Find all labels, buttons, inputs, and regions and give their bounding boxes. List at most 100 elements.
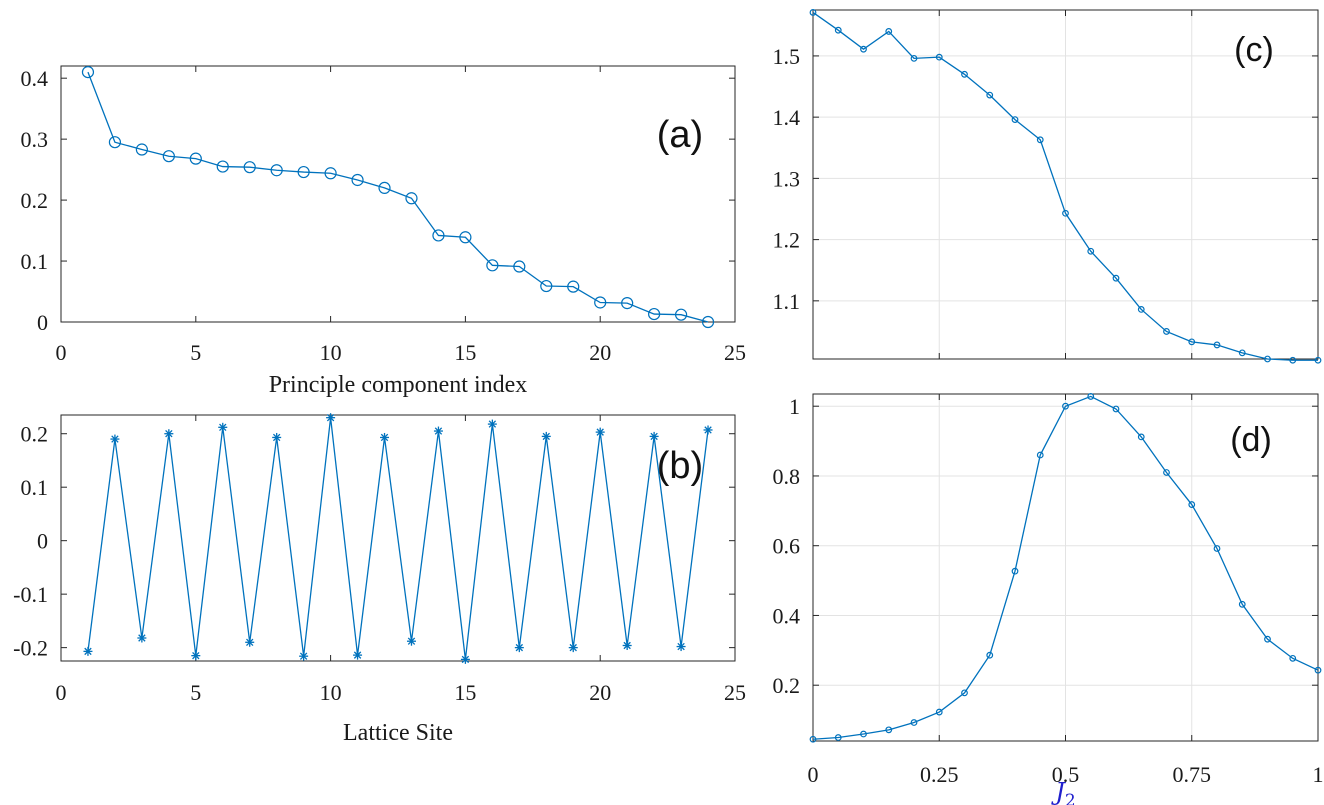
data-point — [433, 426, 443, 436]
x-tick-label: 15 — [454, 340, 476, 365]
data-point — [406, 636, 416, 646]
data-point — [1213, 545, 1221, 552]
y-tick-label: 0.2 — [21, 188, 49, 213]
data-point — [910, 54, 918, 62]
data-point — [378, 181, 391, 195]
data-point — [1289, 356, 1297, 364]
y-tick-label: 0.8 — [773, 464, 801, 489]
series-line — [87, 71, 709, 323]
data-point — [986, 651, 994, 659]
data-point — [1011, 567, 1019, 575]
data-point — [164, 429, 174, 439]
y-tick-label: 0.2 — [773, 673, 801, 698]
data-point — [541, 431, 551, 441]
x-tick-label: 0.5 — [1052, 762, 1080, 787]
data-point — [326, 413, 336, 423]
data-point — [834, 26, 842, 34]
data-point — [860, 730, 867, 738]
data-point — [1112, 274, 1120, 282]
data-point — [1213, 341, 1221, 349]
data-point — [460, 654, 470, 664]
data-point — [83, 646, 93, 656]
data-point — [885, 28, 893, 35]
data-point — [189, 152, 202, 165]
y-tick-label: 0 — [37, 310, 48, 335]
data-point — [1314, 666, 1322, 674]
y-tick-label: 1.4 — [773, 105, 801, 130]
x-axis-title: Principle component index — [269, 372, 528, 398]
y-tick-label: 0.1 — [21, 475, 49, 500]
data-point — [622, 640, 632, 650]
x-tick-label: 10 — [320, 340, 342, 365]
x-tick-label: 0 — [56, 340, 67, 365]
data-point — [1264, 355, 1271, 363]
y-tick-label: 0.3 — [21, 127, 49, 152]
panel-label: (b) — [657, 445, 703, 487]
y-tick-label: 1 — [789, 394, 800, 419]
x-tick-label: 5 — [190, 680, 201, 705]
data-point — [299, 651, 309, 661]
data-point — [191, 651, 201, 661]
data-point — [676, 642, 686, 652]
data-point — [834, 734, 842, 741]
data-point — [935, 53, 943, 61]
data-point — [351, 173, 364, 187]
data-point — [110, 434, 120, 444]
y-tick-label: -0.1 — [13, 582, 48, 607]
data-point — [245, 637, 255, 647]
data-point — [1188, 338, 1196, 346]
data-point — [1289, 654, 1297, 662]
data-point — [459, 231, 472, 244]
data-point — [1062, 209, 1069, 217]
panel-a-principal-components: 0 5 10 15 20 25 0 0.1 0.2 0.3 0.4 (a) Principle comp… — [21, 65, 746, 398]
data-point — [961, 70, 968, 78]
data-point — [885, 726, 893, 734]
data-point — [1112, 405, 1120, 413]
data-point — [135, 143, 148, 156]
x-tick-label: 25 — [724, 340, 746, 365]
data-point — [961, 689, 968, 697]
x-tick-label: 20 — [589, 340, 611, 365]
data-point — [81, 65, 95, 79]
data-point — [272, 432, 282, 442]
data-point — [405, 192, 418, 205]
data-point — [1137, 306, 1145, 313]
panel-label: (a) — [657, 114, 703, 156]
data-point — [809, 735, 817, 743]
data-point — [486, 259, 499, 272]
data-point — [514, 643, 524, 653]
data-point — [1163, 469, 1170, 476]
panel-d-curve: 0 0.25 0.5 0.75 10.20.40.60.81(d)J2 — [773, 393, 1324, 805]
data-point — [1087, 247, 1095, 255]
data-point — [860, 45, 867, 53]
panel-c-curve: 1.1 1.2 1.3 1.4 1.5 (c) — [773, 9, 1322, 364]
data-point — [567, 280, 580, 293]
x-tick-label: 0 — [56, 680, 67, 705]
data-point — [594, 296, 607, 309]
axes-frame — [60, 414, 736, 662]
y-tick-label: 0.1 — [21, 249, 49, 274]
data-point — [595, 427, 605, 437]
data-point — [297, 165, 310, 179]
x-tick-label: 15 — [454, 680, 476, 705]
data-point — [540, 279, 553, 293]
data-point — [674, 308, 688, 321]
x-tick-label: 0 — [808, 762, 819, 787]
data-point — [324, 167, 337, 180]
data-point — [1163, 328, 1170, 335]
data-point — [910, 719, 918, 726]
y-tick-label: 0.4 — [21, 66, 49, 91]
data-point — [703, 425, 713, 435]
data-point — [216, 160, 229, 173]
data-point — [1062, 402, 1069, 410]
data-point — [1238, 349, 1246, 357]
data-point — [243, 161, 256, 174]
data-point — [137, 633, 147, 643]
x-tick-label: 0.75 — [1173, 762, 1212, 787]
y-tick-label: 0.6 — [773, 534, 801, 559]
data-point — [1011, 116, 1019, 123]
data-point — [809, 9, 817, 16]
series-line — [87, 417, 709, 660]
data-point — [648, 307, 661, 321]
